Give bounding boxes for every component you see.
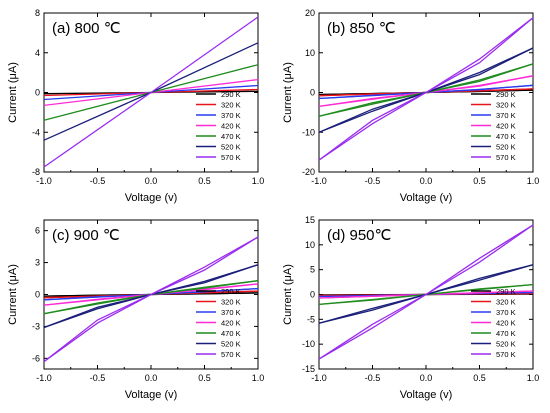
series-return-570k [43, 236, 259, 363]
x-tick-label: -1.0 [311, 373, 327, 383]
x-tick-label: 0.5 [198, 373, 211, 383]
y-tick-label: 3 [35, 258, 40, 268]
x-tick-label: 1.0 [252, 176, 265, 186]
legend-label: 470 K [221, 132, 241, 141]
legend-label: 320 K [221, 101, 241, 110]
legend-label: 570 K [221, 350, 241, 359]
panel-title: (b) 850 ℃ [327, 20, 396, 37]
legend-label: 470 K [496, 329, 516, 338]
x-tick-label: 1.0 [252, 373, 265, 383]
legend-label: 370 K [221, 308, 241, 317]
panel-b: -1.0 -0.5 0.0 0.5 1.0 -20 -10 0 10 20 Voltage (v) C… [282, 8, 539, 204]
legend-label: 420 K [496, 319, 516, 328]
y-axis-label: Current (μA) [282, 264, 294, 325]
y-axis-label: Current (μA) [7, 62, 19, 123]
legend-label: 370 K [496, 308, 516, 317]
y-tick-label: -5 [307, 314, 315, 324]
y-tick-label: 20 [305, 8, 315, 18]
legend-label: 420 K [221, 319, 241, 328]
legend-label: 320 K [496, 298, 516, 307]
series-return-570k [318, 17, 534, 161]
y-tick-label: 0 [310, 290, 315, 300]
x-tick-label: -0.5 [365, 373, 381, 383]
legend-label: 520 K [221, 143, 241, 152]
x-tick-label: 0.5 [198, 176, 211, 186]
legend-label: 570 K [496, 153, 516, 162]
x-axis-label: Voltage (v) [125, 192, 178, 204]
x-tick-label: 0.0 [420, 373, 433, 383]
x-tick-label: -0.5 [90, 176, 106, 186]
x-tick-label: 0.0 [420, 176, 433, 186]
y-tick-label: -4 [32, 127, 40, 137]
panel-c: -1.0 -0.5 0.0 0.5 1.0 -6 -3 0 3 6 Voltage (v) Curre… [7, 219, 265, 401]
x-tick-label: 0.5 [473, 176, 486, 186]
panel-d: -1.0 -0.5 0.0 0.5 1.0 -15 -10 -5 0 5 10 15 Voltage (… [282, 215, 539, 401]
legend-label: 290 K [221, 287, 241, 296]
legend-label: 470 K [221, 329, 241, 338]
y-tick-label: 10 [305, 48, 315, 58]
x-tick-label: -1.0 [36, 373, 52, 383]
x-axis-label: Voltage (v) [125, 389, 178, 401]
legend-label: 570 K [221, 153, 241, 162]
y-tick-label: -20 [302, 167, 315, 177]
legend-label: 320 K [496, 101, 516, 110]
legend-label: 470 K [496, 132, 516, 141]
y-axis-label: Current (μA) [282, 62, 294, 123]
legend-label: 290 K [496, 90, 516, 99]
legend-label: 320 K [221, 298, 241, 307]
legend-label: 520 K [496, 340, 516, 349]
y-tick-label: -8 [32, 167, 40, 177]
legend-label: 520 K [221, 340, 241, 349]
y-tick-label: 0 [35, 88, 40, 98]
x-tick-label: -1.0 [311, 176, 327, 186]
y-tick-label: -10 [302, 339, 315, 349]
x-tick-label: 1.0 [527, 176, 540, 186]
y-tick-label: 10 [305, 240, 315, 250]
legend-label: 290 K [221, 90, 241, 99]
panel-title: (d) 950℃ [327, 227, 391, 244]
x-axis-label: Voltage (v) [400, 192, 453, 204]
y-tick-label: 15 [305, 215, 315, 225]
legend-label: 420 K [496, 122, 516, 131]
panel-a: -1.0 -0.5 0.0 0.5 1.0 -8 -4 0 4 8 Voltage (v) Curre… [7, 8, 264, 204]
y-tick-label: -3 [32, 321, 40, 331]
x-axis-label: Voltage (v) [400, 389, 453, 401]
legend-label: 420 K [221, 122, 241, 131]
legend-label: 570 K [496, 350, 516, 359]
y-tick-label: -10 [302, 127, 315, 137]
y-tick-label: -6 [32, 353, 40, 363]
x-tick-label: -1.0 [36, 176, 52, 186]
y-tick-label: -15 [302, 364, 315, 374]
series-line-570k [43, 16, 259, 168]
x-tick-label: 0.5 [473, 373, 486, 383]
x-tick-label: 0.0 [145, 176, 158, 186]
y-tick-label: 5 [310, 265, 315, 275]
y-axis-label: Current (μA) [7, 264, 19, 325]
x-tick-label: 1.0 [527, 373, 540, 383]
legend-label: 290 K [496, 287, 516, 296]
y-tick-label: 0 [35, 290, 40, 300]
y-tick-label: 6 [35, 226, 40, 236]
y-tick-label: 8 [35, 8, 40, 18]
panel-title: (a) 800 ℃ [52, 20, 121, 37]
legend-label: 520 K [496, 143, 516, 152]
legend-label: 370 K [496, 111, 516, 120]
x-tick-label: -0.5 [365, 176, 381, 186]
series-return-570k [318, 224, 534, 360]
y-tick-label: 4 [35, 48, 40, 58]
x-tick-label: 0.0 [145, 373, 158, 383]
x-tick-label: -0.5 [90, 373, 106, 383]
y-tick-label: 0 [310, 88, 315, 98]
panel-title: (c) 900 ℃ [52, 227, 120, 244]
legend-label: 370 K [221, 111, 241, 120]
